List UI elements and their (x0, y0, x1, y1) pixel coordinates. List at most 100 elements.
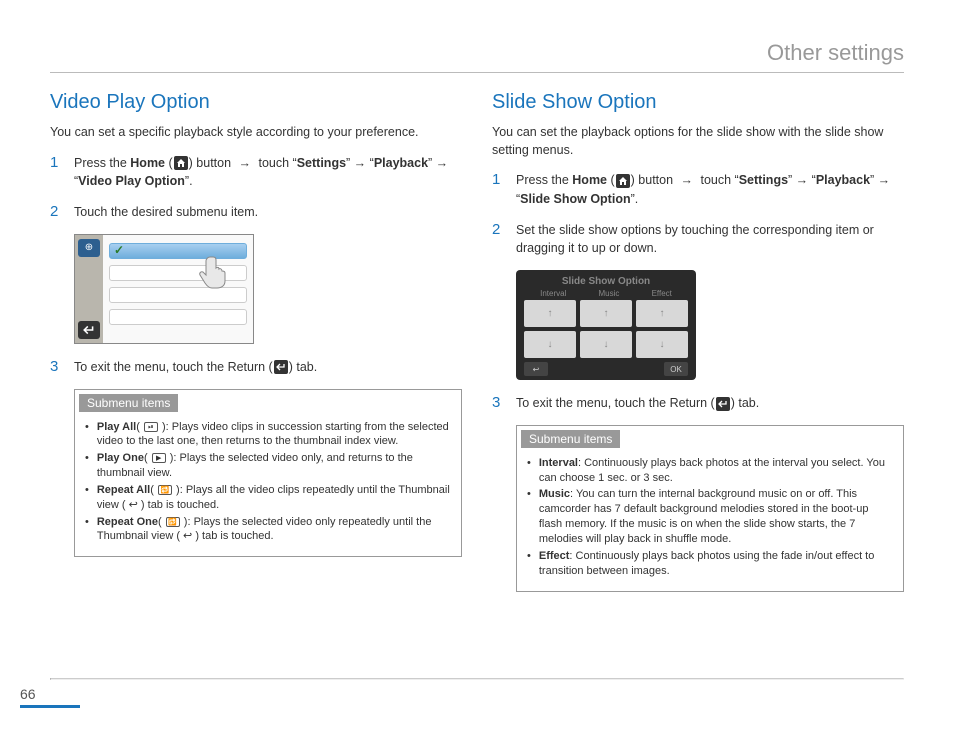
page-number: 66 (20, 686, 36, 702)
submenu-header: Submenu items (521, 430, 620, 448)
submenu-item: Music: You can turn the internal backgro… (527, 487, 893, 546)
slide-bottom-bar: ↩ OK (524, 362, 688, 376)
text: touch “ (255, 156, 297, 170)
video-main (103, 235, 253, 343)
step-3: 3 To exit the menu, touch the Return ( ) … (50, 358, 462, 377)
submenu-list-right: Interval: Continuously plays back photos… (517, 452, 903, 591)
step-2: 2 Touch the desired submenu item. (50, 203, 462, 222)
submenu-item: Interval: Continuously plays back photos… (527, 456, 893, 486)
slide-cell-up: ↑ (636, 300, 688, 327)
text: ” → “ (788, 173, 816, 187)
mode-icon: 🔂 (166, 517, 180, 527)
step-1-right-body: Press the Home () button → touch “Settin… (516, 171, 904, 209)
slide-ui-labels: Interval Music Effect (524, 289, 688, 298)
slide-cell-up: ↑ (524, 300, 576, 327)
globe-icon: ⊕ (78, 239, 100, 257)
video-row (109, 287, 247, 303)
header-rule (50, 72, 904, 73)
step-1-right: 1 Press the Home () button → touch “Sett… (492, 171, 904, 209)
text: ) tab. (289, 360, 318, 374)
playback-label: Playback (816, 173, 870, 187)
slide-cell-down: ↓ (636, 331, 688, 358)
step-number: 3 (492, 394, 506, 413)
right-column: Slide Show Option You can set the playba… (492, 91, 904, 592)
home-label: Home (572, 173, 607, 187)
home-icon (616, 174, 630, 188)
text: button (193, 156, 235, 170)
step-number: 2 (492, 221, 506, 259)
submenu-header: Submenu items (79, 394, 178, 412)
step-1: 1 Press the Home () button → touch “Sett… (50, 154, 462, 192)
submenu-item: Repeat All( 🔁 ): Plays all the video cli… (85, 483, 451, 513)
video-submenu-screenshot: ⊕ (74, 234, 254, 344)
text: touch “ (697, 173, 739, 187)
settings-label: Settings (739, 173, 788, 187)
text: ”. (631, 192, 639, 206)
slide-ui-title: Slide Show Option (524, 276, 688, 287)
submenu-item: Play All( ⏯ ): Plays video clips in succ… (85, 420, 451, 450)
slide-intro: You can set the playback options for the… (492, 124, 904, 159)
video-play-option-label: Video Play Option (78, 174, 185, 188)
submenu-item: Play One( ▶ ): Plays the selected video … (85, 451, 451, 481)
arrow-icon: → (239, 156, 252, 170)
step-3-right: 3 To exit the menu, touch the Return ( ) … (492, 394, 904, 413)
text: Press the (516, 173, 572, 187)
video-sidebar: ⊕ (75, 235, 103, 343)
slide-show-screenshot: Slide Show Option Interval Music Effect … (516, 270, 696, 380)
video-row (109, 309, 247, 325)
home-label: Home (130, 156, 165, 170)
page-header-title: Other settings (50, 40, 904, 66)
mode-icon: ▶ (152, 453, 166, 463)
step-1-body: Press the Home () button → touch “Settin… (74, 154, 462, 192)
return-icon (716, 397, 730, 411)
page-number-bar (20, 705, 80, 708)
step-2-right: 2 Set the slide show options by touching… (492, 221, 904, 259)
settings-label: Settings (297, 156, 346, 170)
mode-icon: 🔁 (158, 485, 172, 495)
slide-cell-up: ↑ (580, 300, 632, 327)
submenu-list-left: Play All( ⏯ ): Plays video clips in succ… (75, 416, 461, 557)
submenu-item: Repeat One( 🔂 ): Plays the selected vide… (85, 515, 451, 545)
left-column: Video Play Option You can set a specific… (50, 91, 462, 592)
submenu-item: Effect: Continuously plays back photos u… (527, 549, 893, 579)
footer-rule (50, 678, 904, 680)
slide-cell-down: ↓ (524, 331, 576, 358)
step-number: 3 (50, 358, 64, 377)
return-icon (274, 360, 288, 374)
step-3-body: To exit the menu, touch the Return ( ) ta… (74, 358, 462, 377)
hand-icon (195, 249, 235, 289)
step-3-right-body: To exit the menu, touch the Return ( ) ta… (516, 394, 904, 413)
slide-grid: ↑ ↑ ↑ ↓ ↓ ↓ (524, 300, 688, 358)
slide-show-option-label: Slide Show Option (520, 192, 630, 206)
manual-page: Other settings Video Play Option You can… (0, 0, 954, 730)
video-play-option-title: Video Play Option (50, 91, 462, 114)
home-icon (174, 156, 188, 170)
text: ” → “ (346, 156, 374, 170)
return-icon (78, 321, 100, 339)
text: To exit the menu, touch the Return ( (516, 396, 715, 410)
video-intro: You can set a specific playback style ac… (50, 124, 462, 142)
slide-show-option-title: Slide Show Option (492, 91, 904, 114)
playback-label: Playback (374, 156, 428, 170)
slide-label-interval: Interval (540, 289, 566, 298)
text: Press the (74, 156, 130, 170)
step-2-right-body: Set the slide show options by touching t… (516, 221, 904, 259)
step-number: 2 (50, 203, 64, 222)
submenu-items-box: Submenu items Play All( ⏯ ): Plays video… (74, 389, 462, 558)
ok-button: OK (664, 362, 688, 376)
submenu-items-box-right: Submenu items Interval: Continuously pla… (516, 425, 904, 592)
step-number: 1 (492, 171, 506, 209)
slide-cell-down: ↓ (580, 331, 632, 358)
arrow-icon: → (681, 173, 694, 187)
return-button: ↩ (524, 362, 548, 376)
step-2-body: Touch the desired submenu item. (74, 203, 462, 222)
text: ”. (185, 174, 193, 188)
two-column-layout: Video Play Option You can set a specific… (50, 91, 904, 592)
step-number: 1 (50, 154, 64, 192)
slide-label-effect: Effect (652, 289, 672, 298)
slide-label-music: Music (599, 289, 620, 298)
text: To exit the menu, touch the Return ( (74, 360, 273, 374)
mode-icon: ⏯ (144, 422, 158, 432)
text: button (635, 173, 677, 187)
text: ) tab. (731, 396, 760, 410)
